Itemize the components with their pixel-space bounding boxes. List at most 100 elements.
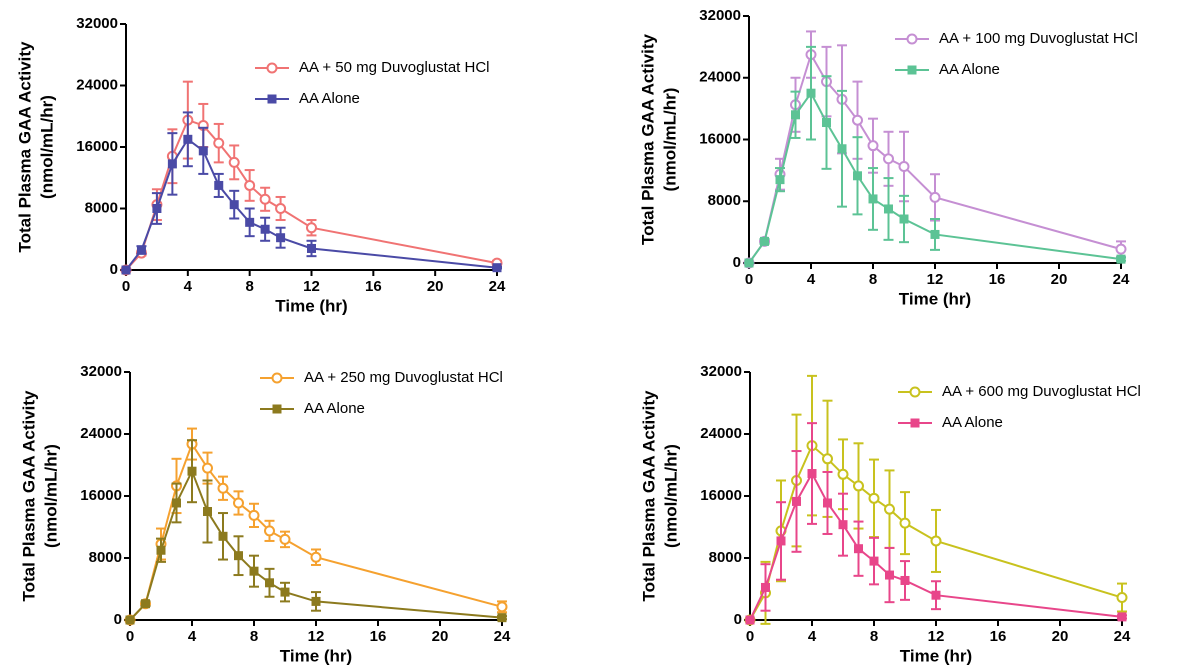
marker — [883, 153, 894, 165]
marker — [930, 229, 940, 239]
y-tick-label: 0 — [110, 261, 118, 278]
marker — [141, 599, 150, 609]
marker — [280, 587, 290, 597]
legend-label: AA Alone — [299, 90, 360, 107]
legend-marker — [266, 62, 278, 74]
y-tick-label: 8000 — [89, 549, 122, 566]
x-axis-title: Time (hr) — [275, 296, 347, 315]
marker — [218, 531, 228, 541]
marker — [869, 556, 879, 566]
marker — [121, 265, 131, 275]
y-axis-unit: (nmol/mL/hr) — [41, 444, 60, 548]
marker — [745, 615, 755, 625]
x-tick-label: 24 — [494, 628, 511, 645]
marker — [838, 520, 848, 530]
marker — [125, 615, 135, 625]
marker — [187, 466, 197, 476]
marker — [1115, 243, 1127, 255]
x-tick-label: 24 — [1114, 628, 1131, 645]
marker — [1116, 592, 1128, 604]
y-axis-title: Total Plasma GAA Activity — [638, 33, 657, 245]
marker — [853, 480, 864, 492]
legend-marker — [909, 386, 921, 398]
marker — [152, 204, 162, 213]
marker — [868, 492, 880, 504]
marker — [775, 175, 785, 185]
marker — [496, 601, 508, 613]
marker — [868, 194, 878, 204]
y-axis-title: Total Plasma GAA Activity — [639, 390, 658, 602]
y-tick-label: 24000 — [699, 69, 741, 86]
marker — [792, 496, 801, 506]
x-tick-label: 8 — [869, 271, 877, 288]
y-axis-unit: (nmol/mL/hr) — [660, 88, 679, 192]
y-axis-title: Total Plasma GAA Activity — [19, 390, 38, 602]
marker — [228, 156, 240, 168]
marker — [776, 536, 786, 546]
x-tick-label: 0 — [122, 278, 130, 295]
marker — [492, 263, 502, 273]
marker — [311, 596, 321, 606]
x-tick-label: 12 — [303, 278, 320, 295]
marker — [214, 180, 224, 190]
y-tick-label: 16000 — [80, 487, 122, 504]
x-axis-title: Time (hr) — [899, 289, 971, 308]
x-tick-label: 4 — [188, 628, 197, 645]
marker — [884, 503, 895, 515]
marker — [213, 137, 225, 149]
legend-label: AA + 250 mg Duvoglustat HCl — [304, 369, 503, 386]
chart-panel: 0 8000 16000 24000 32000 0 4 8 12 16 20 24 Time (hr)… — [19, 363, 511, 666]
marker — [823, 498, 832, 508]
y-tick-label: 32000 — [80, 363, 122, 380]
marker — [930, 535, 942, 547]
legend-marker — [267, 94, 277, 104]
legend-marker — [272, 404, 282, 414]
marker — [822, 453, 833, 465]
legend-marker — [910, 418, 920, 428]
x-tick-label: 0 — [126, 628, 134, 645]
y-tick-label: 24000 — [700, 425, 742, 442]
chart-panel: 0 8000 16000 24000 32000 0 4 8 12 16 20 24 Time (hr)… — [15, 15, 506, 316]
marker — [900, 575, 910, 585]
y-tick-label: 32000 — [76, 15, 118, 32]
y-tick-label: 0 — [734, 611, 742, 628]
marker — [248, 509, 260, 521]
marker — [760, 236, 769, 246]
x-tick-label: 12 — [927, 271, 944, 288]
marker — [1117, 612, 1127, 622]
legend-label: AA Alone — [939, 61, 1000, 78]
marker — [234, 551, 243, 561]
marker — [202, 462, 213, 474]
marker — [156, 545, 166, 555]
y-tick-label: 0 — [114, 611, 122, 628]
marker — [279, 533, 291, 545]
x-axis-title: Time (hr) — [280, 646, 352, 665]
marker — [899, 517, 911, 529]
marker — [497, 613, 507, 623]
legend-label: AA Alone — [942, 414, 1003, 431]
x-tick-label: 20 — [427, 278, 444, 295]
x-tick-label: 8 — [245, 278, 253, 295]
marker — [791, 110, 800, 120]
y-tick-label: 8000 — [85, 199, 118, 216]
x-tick-label: 16 — [370, 628, 387, 645]
marker — [1116, 254, 1126, 264]
marker — [229, 200, 239, 210]
x-tick-label: 20 — [432, 628, 449, 645]
x-axis-title: Time (hr) — [900, 646, 972, 665]
y-tick-label: 16000 — [700, 487, 742, 504]
marker — [260, 224, 270, 234]
marker — [259, 193, 271, 205]
marker — [807, 469, 817, 479]
marker — [852, 114, 863, 126]
x-tick-label: 24 — [1113, 271, 1130, 288]
x-tick-label: 0 — [745, 271, 753, 288]
marker — [806, 88, 816, 98]
legend-marker — [906, 33, 918, 45]
marker — [217, 482, 229, 494]
y-tick-label: 0 — [733, 254, 741, 271]
marker — [306, 222, 317, 234]
marker — [264, 525, 275, 537]
x-tick-label: 16 — [989, 271, 1006, 288]
